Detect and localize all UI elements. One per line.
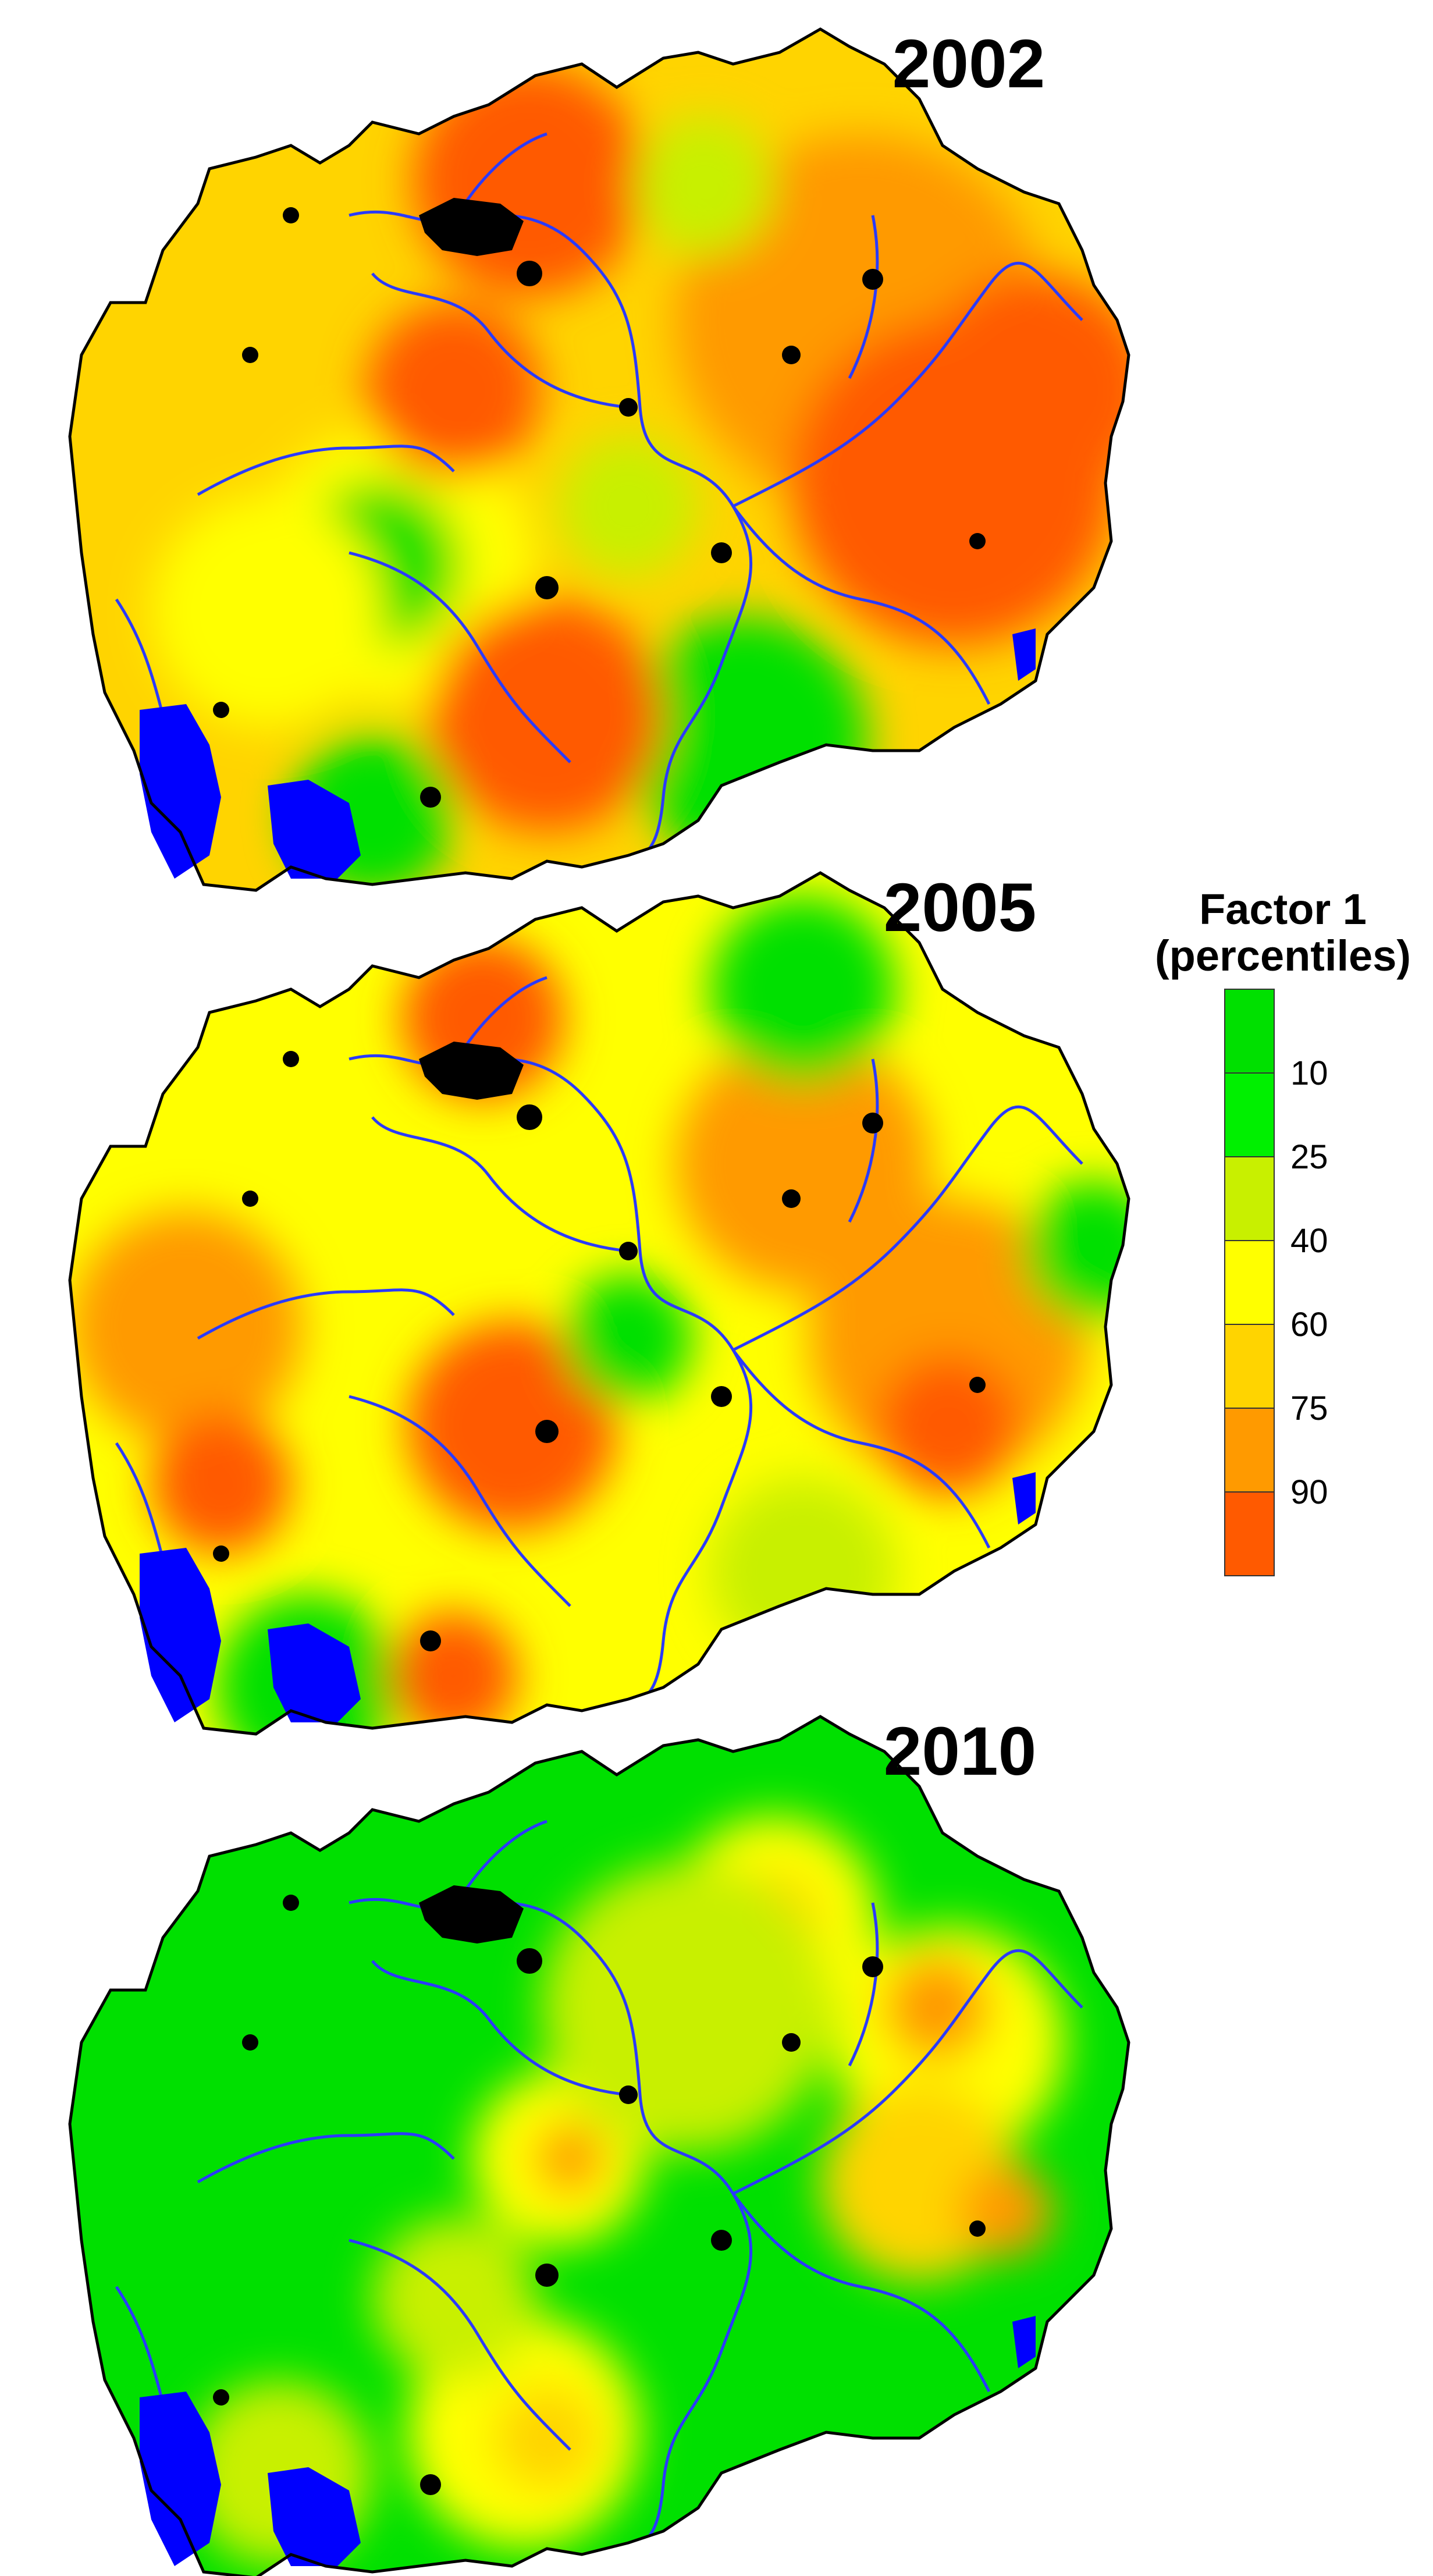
factor-zone — [960, 2165, 1053, 2258]
legend-title-line1: Factor 1 — [1199, 885, 1367, 933]
factor-zone — [634, 116, 774, 256]
factor-zone — [710, 1478, 896, 1664]
map-panel-2002 — [47, 29, 1152, 902]
legend-title-line2: (percentiles) — [1155, 932, 1411, 980]
legend-swatch — [1224, 1072, 1275, 1157]
factor-zone — [495, 2386, 599, 2490]
legend-swatch — [1224, 1408, 1275, 1493]
legend-tick-label: 10 — [1290, 1054, 1328, 1092]
map-panel-2010 — [47, 1717, 1152, 2576]
legend-swatch — [1224, 1240, 1275, 1325]
year-title-2002: 2002 — [892, 26, 1046, 102]
factor-zone — [710, 896, 896, 1082]
legend-tick-label: 40 — [1290, 1222, 1328, 1260]
legend-swatch — [1224, 1491, 1275, 1576]
factor-zone — [879, 1356, 1018, 1495]
factor-zone — [919, 273, 1129, 506]
legend-swatch — [1224, 1324, 1275, 1409]
legend-tick-label: 75 — [1290, 1390, 1328, 1427]
factor-zone — [559, 436, 698, 576]
factor-surface — [70, 29, 1129, 890]
legend: Factor 1 (percentiles) 10 25 40 60 75 90 — [1155, 885, 1411, 1576]
factor-zone — [367, 303, 541, 477]
legend-swatch — [1224, 989, 1275, 1074]
factor-zone — [407, 1321, 617, 1530]
year-title-2005: 2005 — [884, 869, 1037, 946]
factor-zone — [535, 2124, 605, 2194]
factor-zone — [809, 1199, 1088, 1478]
factor-zone — [884, 1955, 989, 2060]
factor-zone — [372, 2217, 535, 2380]
legend-tick-label: 60 — [1290, 1306, 1328, 1344]
factor-zone — [431, 599, 663, 832]
map-panel-2005 — [47, 873, 1164, 1781]
legend-tick-label: 25 — [1290, 1138, 1328, 1176]
factor-surface — [70, 873, 1129, 1734]
factor-zone — [70, 1210, 303, 1443]
factor-zone — [1024, 1181, 1129, 1321]
year-title-2010: 2010 — [884, 1713, 1037, 1790]
factor-zone — [151, 1414, 291, 1554]
legend-tick-label: 90 — [1290, 1473, 1328, 1511]
factor-zone — [564, 1274, 692, 1402]
factor-zone — [151, 495, 384, 727]
factor-zone — [541, 1862, 832, 2153]
legend-swatch — [1224, 1156, 1275, 1241]
